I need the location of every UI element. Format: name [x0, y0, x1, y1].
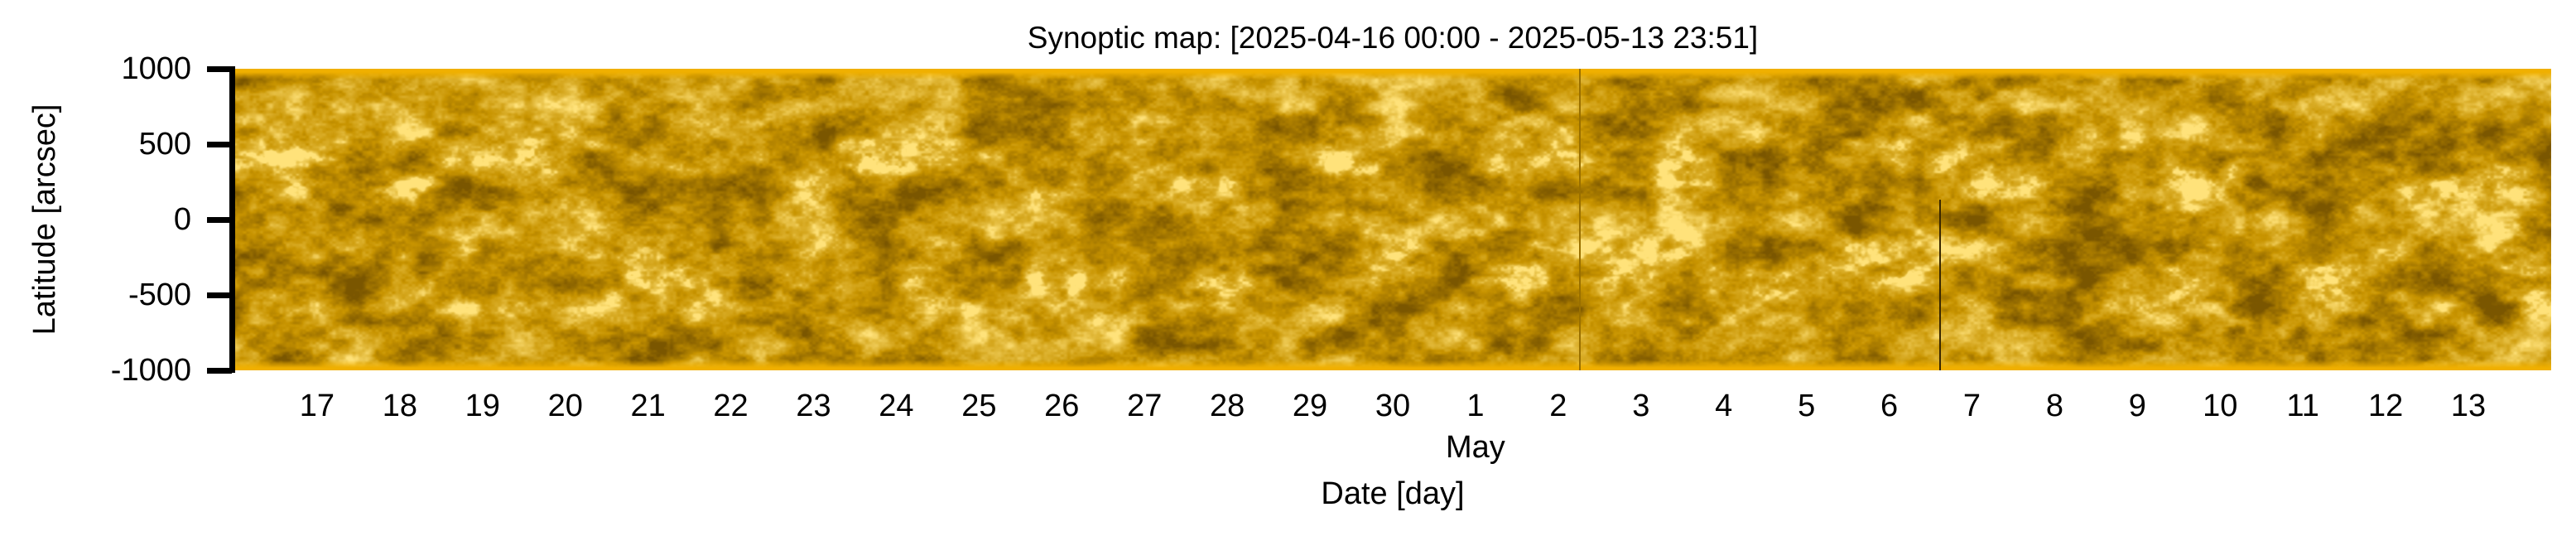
x-tick-label: 11: [2286, 389, 2319, 423]
x-tick-label: 2: [1549, 389, 1567, 423]
x-tick-label: 17: [299, 389, 335, 423]
x-axis-title: Date [day]: [1321, 476, 1465, 511]
x-tick-label: 1: [1466, 389, 1485, 423]
x-tick-label: 3: [1632, 389, 1650, 423]
month-label: May: [1446, 430, 1505, 465]
y-tick-label: -500: [128, 278, 191, 312]
y-tick: [207, 292, 232, 298]
x-tick-label: 19: [465, 389, 500, 423]
x-tick-label: 28: [1210, 389, 1245, 423]
y-axis-line: [229, 66, 235, 373]
y-axis-title: Latitude [arcsec]: [27, 104, 62, 336]
y-tick-label: 500: [138, 127, 191, 162]
x-tick-label: 26: [1044, 389, 1080, 423]
x-tick-label: 20: [547, 389, 583, 423]
synoptic-map-plot-area: [234, 69, 2551, 370]
x-tick-label: 18: [382, 389, 417, 423]
synoptic-heatmap: [234, 69, 2551, 370]
x-tick-label: 29: [1292, 389, 1328, 423]
y-tick: [207, 367, 232, 374]
x-tick-label: 23: [796, 389, 831, 423]
x-tick-label: 12: [2368, 389, 2404, 423]
x-tick-label: 10: [2203, 389, 2238, 423]
x-tick-label: 6: [1880, 389, 1899, 423]
y-tick-label: 0: [173, 202, 191, 237]
x-tick-label: 13: [2450, 389, 2487, 423]
x-tick-label: 25: [961, 389, 997, 423]
x-tick-label: 9: [2128, 389, 2146, 423]
y-tick-label: -1000: [110, 353, 191, 388]
data-gap-line: [1938, 200, 1941, 370]
x-tick-label: 7: [1962, 389, 1981, 423]
x-tick-label: 5: [1798, 389, 1816, 423]
y-tick: [207, 216, 232, 223]
chart-title: Synoptic map: [2025-04-16 00:00 - 2025-0…: [1027, 21, 1759, 55]
y-tick: [207, 65, 232, 72]
x-tick-label: 4: [1715, 389, 1733, 423]
x-tick-label: 27: [1127, 389, 1163, 423]
y-tick: [207, 141, 232, 147]
x-tick-label: 8: [2045, 389, 2063, 423]
data-gap-line: [1578, 69, 1581, 370]
y-tick-label: 1000: [121, 51, 191, 86]
x-tick-label: 21: [630, 389, 666, 423]
x-tick-label: 24: [879, 389, 914, 423]
x-tick-label: 30: [1375, 389, 1411, 423]
x-tick-label: 22: [713, 389, 749, 423]
